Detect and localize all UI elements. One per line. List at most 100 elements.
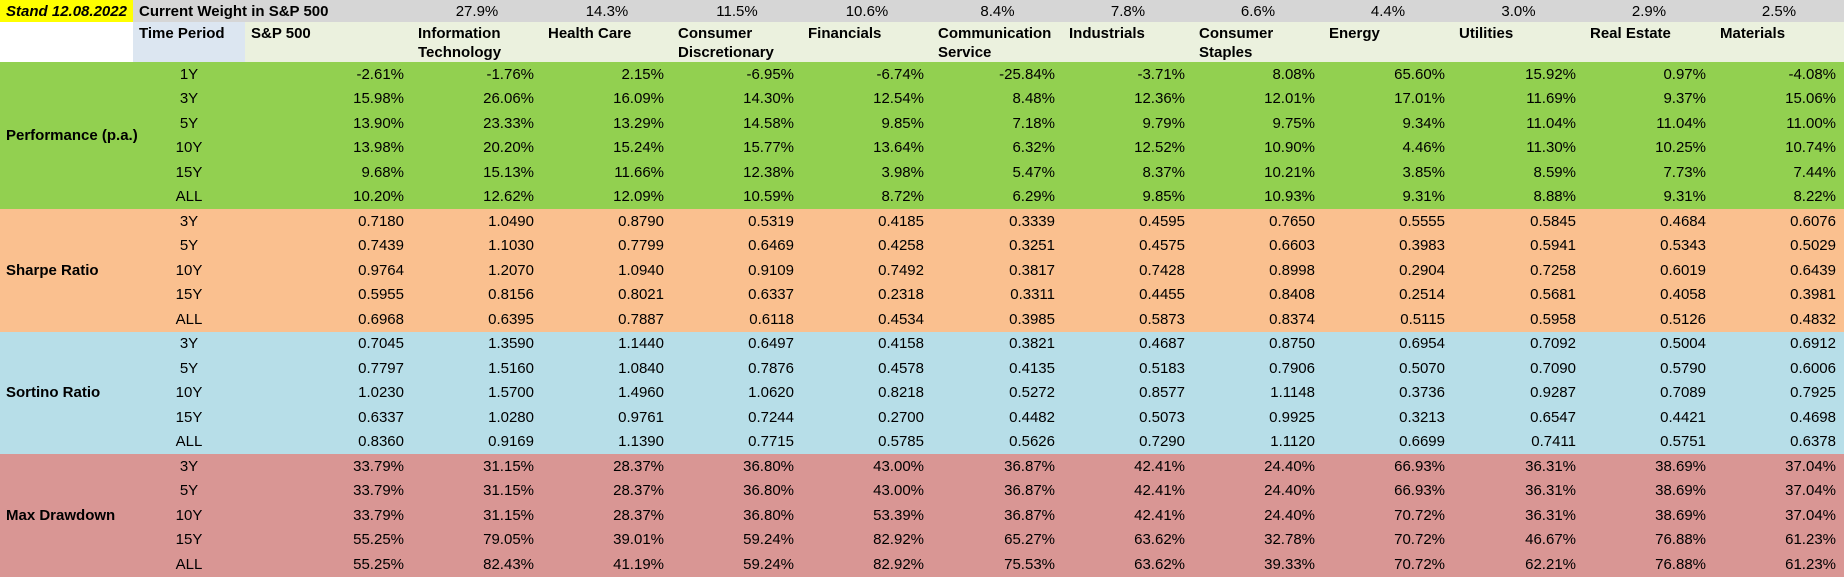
- value-cell[interactable]: 12.01%: [1193, 86, 1323, 111]
- weight-cell[interactable]: 14.3%: [542, 0, 672, 22]
- value-cell[interactable]: 13.90%: [245, 111, 412, 136]
- value-cell[interactable]: 0.5029: [1714, 233, 1844, 258]
- value-cell[interactable]: 0.5555: [1323, 209, 1453, 234]
- period-cell[interactable]: ALL: [133, 307, 245, 332]
- value-cell[interactable]: 0.3983: [1323, 233, 1453, 258]
- value-cell[interactable]: 0.6076: [1714, 209, 1844, 234]
- value-cell[interactable]: 1.0230: [245, 380, 412, 405]
- period-cell[interactable]: 5Y: [133, 233, 245, 258]
- value-cell[interactable]: 79.05%: [412, 527, 542, 552]
- value-cell[interactable]: 0.6006: [1714, 356, 1844, 381]
- value-cell[interactable]: 36.80%: [672, 503, 802, 528]
- value-cell[interactable]: 10.93%: [1193, 184, 1323, 209]
- sector-header-cell[interactable]: Information Technology: [412, 22, 542, 62]
- period-cell[interactable]: 10Y: [133, 135, 245, 160]
- value-cell[interactable]: 23.33%: [412, 111, 542, 136]
- value-cell[interactable]: 0.7411: [1453, 429, 1584, 454]
- value-cell[interactable]: 10.21%: [1193, 160, 1323, 185]
- value-cell[interactable]: 9.79%: [1063, 111, 1193, 136]
- value-cell[interactable]: 43.00%: [802, 478, 932, 503]
- value-cell[interactable]: 9.34%: [1323, 111, 1453, 136]
- value-cell[interactable]: 12.52%: [1063, 135, 1193, 160]
- value-cell[interactable]: 0.4578: [802, 356, 932, 381]
- weight-title-cell[interactable]: Current Weight in S&P 500: [133, 0, 412, 22]
- value-cell[interactable]: 11.30%: [1453, 135, 1584, 160]
- value-cell[interactable]: 0.8998: [1193, 258, 1323, 283]
- value-cell[interactable]: 2.15%: [542, 62, 672, 87]
- weight-cell[interactable]: 6.6%: [1193, 0, 1323, 22]
- value-cell[interactable]: 0.8360: [245, 429, 412, 454]
- value-cell[interactable]: 36.87%: [932, 454, 1063, 479]
- value-cell[interactable]: 0.5790: [1584, 356, 1714, 381]
- value-cell[interactable]: 0.8156: [412, 282, 542, 307]
- value-cell[interactable]: 15.77%: [672, 135, 802, 160]
- value-cell[interactable]: 6.32%: [932, 135, 1063, 160]
- value-cell[interactable]: 0.7876: [672, 356, 802, 381]
- weight-cell[interactable]: 11.5%: [672, 0, 802, 22]
- value-cell[interactable]: 8.48%: [932, 86, 1063, 111]
- value-cell[interactable]: 0.9925: [1193, 405, 1323, 430]
- value-cell[interactable]: 36.87%: [932, 503, 1063, 528]
- value-cell[interactable]: 0.4421: [1584, 405, 1714, 430]
- value-cell[interactable]: 0.5626: [932, 429, 1063, 454]
- value-cell[interactable]: 61.23%: [1714, 527, 1844, 552]
- value-cell[interactable]: 0.9109: [672, 258, 802, 283]
- value-cell[interactable]: 70.72%: [1323, 527, 1453, 552]
- value-cell[interactable]: 13.98%: [245, 135, 412, 160]
- value-cell[interactable]: 5.47%: [932, 160, 1063, 185]
- value-cell[interactable]: -25.84%: [932, 62, 1063, 87]
- sector-header-cell[interactable]: Energy: [1323, 22, 1453, 62]
- value-cell[interactable]: 66.93%: [1323, 454, 1453, 479]
- value-cell[interactable]: 0.4258: [802, 233, 932, 258]
- sector-header-cell[interactable]: Materials: [1714, 22, 1844, 62]
- section-label[interactable]: Sharpe Ratio: [0, 209, 133, 332]
- value-cell[interactable]: 63.62%: [1063, 527, 1193, 552]
- value-cell[interactable]: 0.6337: [672, 282, 802, 307]
- value-cell[interactable]: 12.54%: [802, 86, 932, 111]
- value-cell[interactable]: 70.72%: [1323, 503, 1453, 528]
- value-cell[interactable]: 41.19%: [542, 552, 672, 577]
- value-cell[interactable]: 13.29%: [542, 111, 672, 136]
- value-cell[interactable]: 0.2514: [1323, 282, 1453, 307]
- value-cell[interactable]: -6.74%: [802, 62, 932, 87]
- value-cell[interactable]: 1.1390: [542, 429, 672, 454]
- value-cell[interactable]: 0.9761: [542, 405, 672, 430]
- sector-header-cell[interactable]: Consumer Discretionary: [672, 22, 802, 62]
- value-cell[interactable]: 0.6968: [245, 307, 412, 332]
- value-cell[interactable]: 7.18%: [932, 111, 1063, 136]
- value-cell[interactable]: 0.5941: [1453, 233, 1584, 258]
- value-cell[interactable]: 7.44%: [1714, 160, 1844, 185]
- value-cell[interactable]: 0.5343: [1584, 233, 1714, 258]
- value-cell[interactable]: 0.7244: [672, 405, 802, 430]
- sector-header-cell[interactable]: S&P 500: [245, 22, 412, 62]
- value-cell[interactable]: 0.4698: [1714, 405, 1844, 430]
- value-cell[interactable]: 0.6469: [672, 233, 802, 258]
- value-cell[interactable]: 1.1440: [542, 331, 672, 356]
- value-cell[interactable]: 1.1148: [1193, 380, 1323, 405]
- value-cell[interactable]: 0.5955: [245, 282, 412, 307]
- value-cell[interactable]: 0.97%: [1584, 62, 1714, 87]
- value-cell[interactable]: 11.00%: [1714, 111, 1844, 136]
- value-cell[interactable]: 10.59%: [672, 184, 802, 209]
- value-cell[interactable]: 39.33%: [1193, 552, 1323, 577]
- value-cell[interactable]: 10.90%: [1193, 135, 1323, 160]
- value-cell[interactable]: 0.8750: [1193, 331, 1323, 356]
- value-cell[interactable]: 42.41%: [1063, 503, 1193, 528]
- value-cell[interactable]: 3.85%: [1323, 160, 1453, 185]
- value-cell[interactable]: -4.08%: [1714, 62, 1844, 87]
- value-cell[interactable]: 0.5319: [672, 209, 802, 234]
- value-cell[interactable]: 0.7428: [1063, 258, 1193, 283]
- value-cell[interactable]: 1.2070: [412, 258, 542, 283]
- period-cell[interactable]: ALL: [133, 184, 245, 209]
- value-cell[interactable]: 0.4482: [932, 405, 1063, 430]
- value-cell[interactable]: 0.9169: [412, 429, 542, 454]
- section-label[interactable]: Max Drawdown: [0, 454, 133, 577]
- value-cell[interactable]: 0.7439: [245, 233, 412, 258]
- value-cell[interactable]: 0.6439: [1714, 258, 1844, 283]
- value-cell[interactable]: 65.60%: [1323, 62, 1453, 87]
- period-cell[interactable]: 15Y: [133, 405, 245, 430]
- value-cell[interactable]: 9.37%: [1584, 86, 1714, 111]
- value-cell[interactable]: 0.6118: [672, 307, 802, 332]
- value-cell[interactable]: 20.20%: [412, 135, 542, 160]
- value-cell[interactable]: -3.71%: [1063, 62, 1193, 87]
